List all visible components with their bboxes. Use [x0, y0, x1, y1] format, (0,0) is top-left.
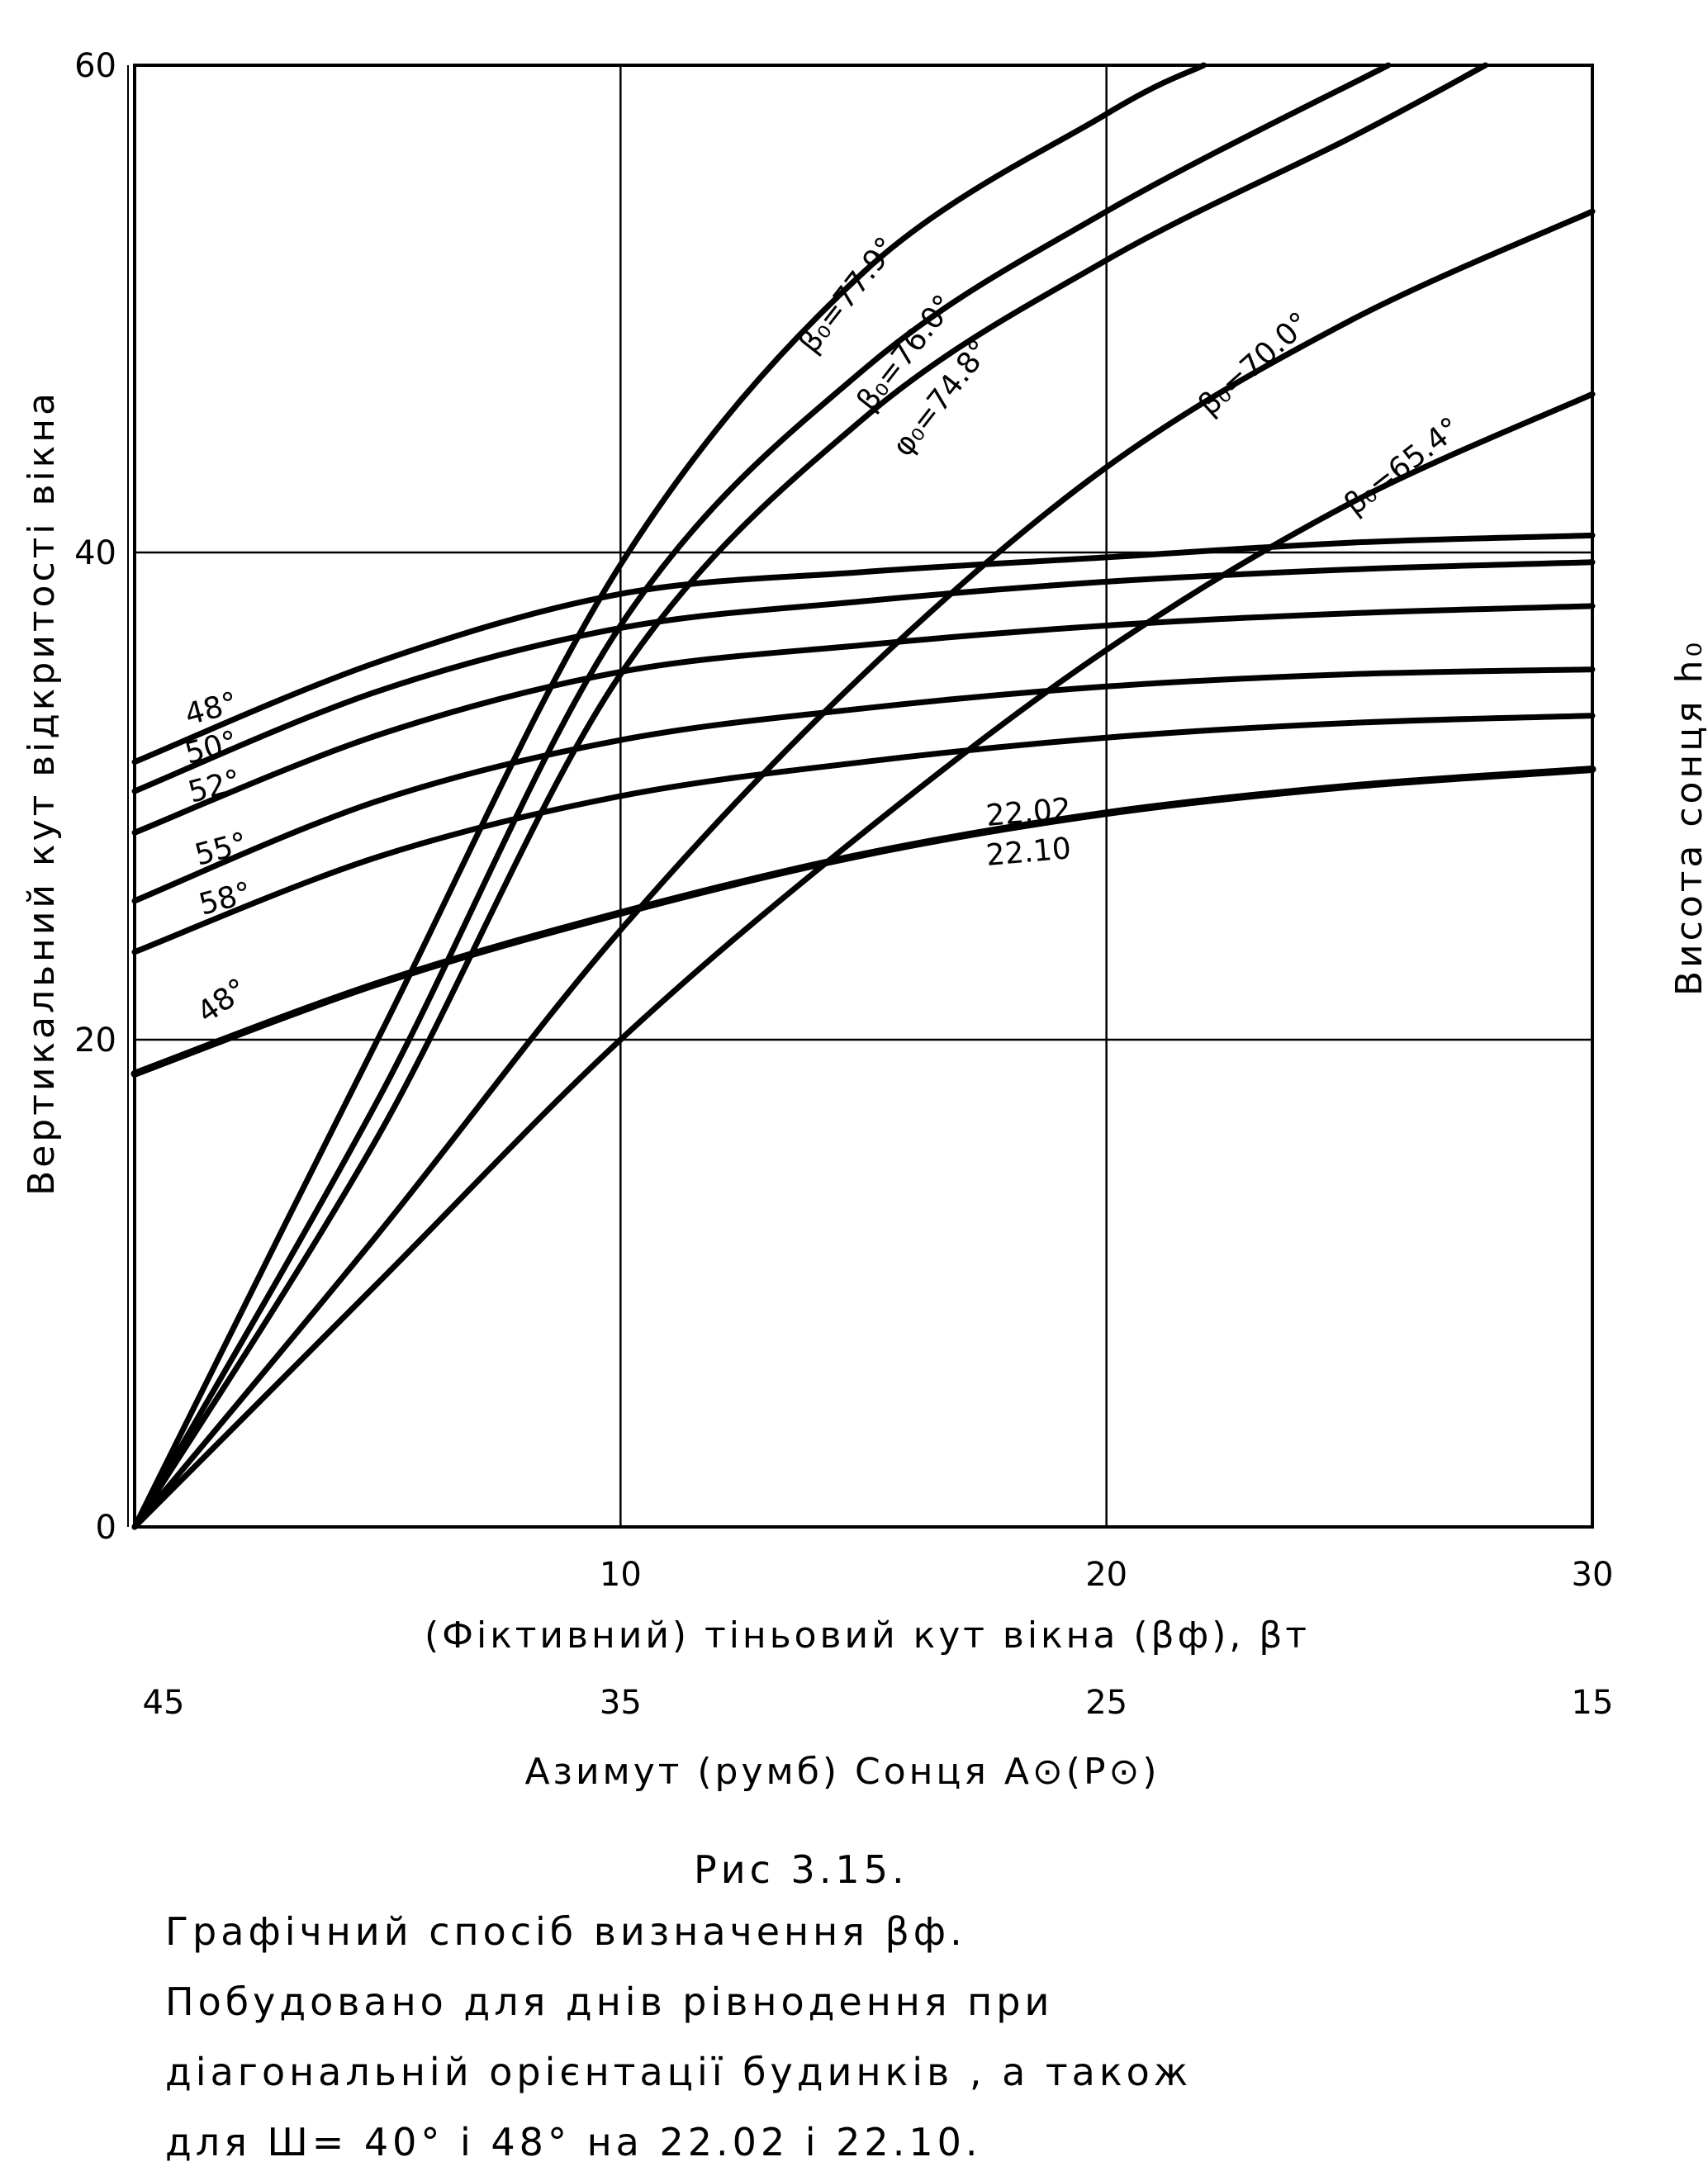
series-line	[131, 713, 1596, 955]
y-tick-label: 0	[96, 1509, 116, 1547]
x-secondary-tick-label: 25	[1085, 1684, 1127, 1722]
series-line	[130, 766, 1597, 1078]
series-line	[131, 62, 1392, 1530]
caption-line-4: для Ш= 40° і 48° на 22.02 і 22.10.	[165, 2120, 981, 2164]
caption-line-1: Графічний спосіб визначення βф.	[165, 1909, 966, 1954]
curve-label-77-9: β₀=77.9°	[793, 231, 904, 360]
tick-labels: 0 20 40 60 10 20 30 45 35 25 15	[74, 47, 1613, 1722]
curve-label-65-4: β₀=65.4°	[1338, 411, 1467, 522]
series-line	[131, 391, 1596, 1530]
series-line	[131, 62, 1207, 1530]
curve-label-55: 55°	[192, 827, 251, 873]
curves	[130, 62, 1597, 1530]
x-secondary-tick-label: 35	[600, 1684, 642, 1722]
caption-line-2: Побудовано для днів рівнодення при	[165, 1979, 1053, 2024]
series-line	[131, 532, 1596, 766]
x-tick-label: 20	[1085, 1556, 1127, 1594]
curve-labels: β₀=77.9° β₀=76.0° φ₀=74.8° β₀=70.0° β₀=6…	[182, 231, 1467, 1031]
y-tick-label: 20	[74, 1022, 116, 1060]
series-line	[131, 666, 1596, 904]
x-axis-label: (Фіктивний) тіньовий кут вікна (βф), βт	[425, 1614, 1310, 1657]
curve-label-22-10: 22.10	[984, 832, 1072, 873]
y-axis-label-right: Висота сонця h₀	[1668, 639, 1708, 996]
series-line	[131, 559, 1596, 794]
curve-label-70-0: β₀=70.0°	[1193, 306, 1317, 422]
series-line	[131, 62, 1489, 1530]
curve-label-48-lower: 48°	[192, 972, 254, 1030]
curve-label-58: 58°	[196, 876, 255, 922]
x-secondary-tick-label: 15	[1572, 1684, 1614, 1722]
x-tick-label: 30	[1572, 1556, 1614, 1594]
curve-label-52: 52°	[185, 764, 244, 810]
y-axis-label-left: Вертикальний кут відкритості вікна	[21, 390, 63, 1196]
series-line	[131, 208, 1596, 1530]
x-axis-secondary-label: Азимут (румб) Сонця A⊙(P⊙)	[524, 1751, 1160, 1793]
x-tick-label: 10	[600, 1556, 642, 1594]
plot-frame	[133, 64, 1594, 1529]
curve-label-22-02: 22.02	[984, 792, 1072, 833]
y-tick-label: 40	[74, 534, 116, 572]
x-secondary-tick-label: 45	[143, 1684, 185, 1722]
figure-title: Рис 3.15.	[694, 1847, 909, 1892]
y-tick-label: 60	[74, 47, 116, 85]
series-line	[131, 603, 1596, 836]
caption-line-3: діагональній орієнтації будинків , а так…	[165, 2050, 1192, 2094]
